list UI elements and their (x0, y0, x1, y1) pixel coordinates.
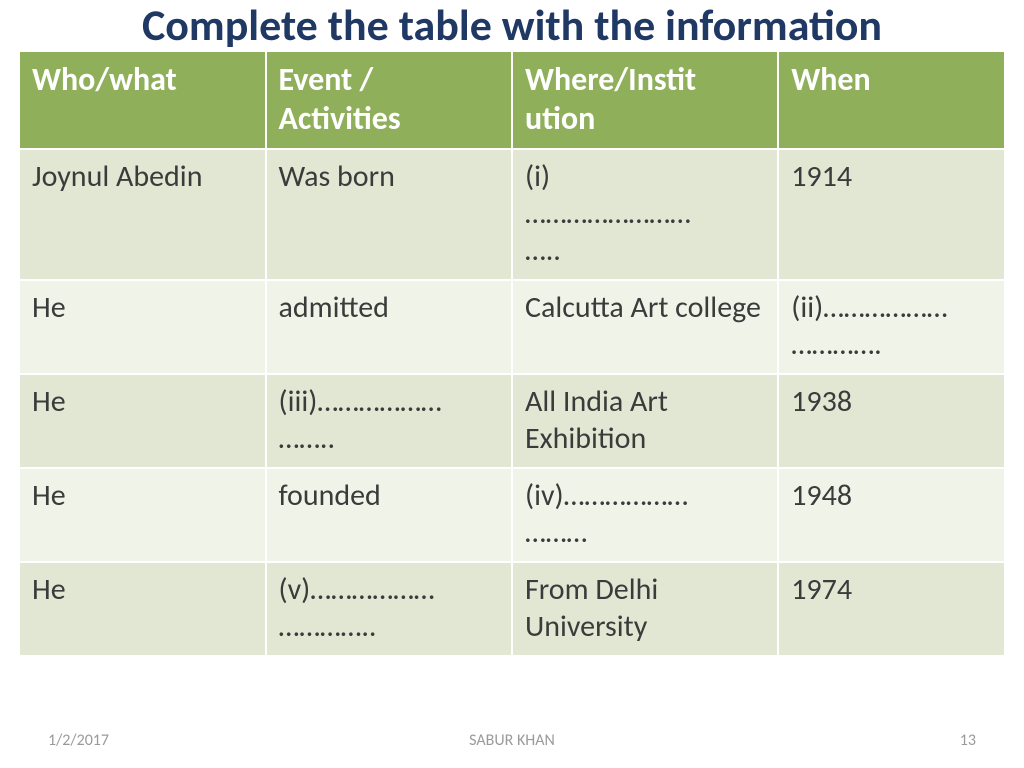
col-when: When (778, 51, 1005, 149)
table-row: He(iii)……………………..All India Art Exhibitio… (19, 374, 1005, 468)
table-row: Hefounded(iv)………………………1948 (19, 468, 1005, 562)
table-cell: 1914 (778, 149, 1005, 280)
table-cell: He (19, 562, 266, 656)
table-row: Joynul AbedinWas born(i)………………………..1914 (19, 149, 1005, 280)
header-row: Who/what Event / Activities Where/Instit… (19, 51, 1005, 149)
col-event: Event / Activities (266, 51, 513, 149)
table-cell: (ii)…………………………. (778, 280, 1005, 374)
table-cell: Calcutta Art college (512, 280, 778, 374)
footer-page: 13 (960, 731, 976, 750)
table-cell: He (19, 280, 266, 374)
table-head: Who/what Event / Activities Where/Instit… (19, 51, 1005, 149)
slide-footer: 1/2/2017 SABUR KHAN 13 (0, 726, 1024, 750)
table-cell: (v)………………………….. (266, 562, 513, 656)
table-row: He(v)…………………………..From Delhi University19… (19, 562, 1005, 656)
table-cell: admitted (266, 280, 513, 374)
col-who: Who/what (19, 51, 266, 149)
info-table: Who/what Event / Activities Where/Instit… (18, 50, 1006, 657)
table-cell: All India Art Exhibition (512, 374, 778, 468)
table-cell: (iii)…………………….. (266, 374, 513, 468)
table-cell: Was born (266, 149, 513, 280)
slide: Complete the table with the information … (0, 0, 1024, 768)
col-where: Where/Instit ution (512, 51, 778, 149)
footer-date: 1/2/2017 (48, 731, 109, 750)
table-cell: 1938 (778, 374, 1005, 468)
slide-title: Complete the table with the information (18, 0, 1006, 48)
table-cell: founded (266, 468, 513, 562)
footer-author: SABUR KHAN (469, 731, 555, 750)
table-cell: Joynul Abedin (19, 149, 266, 280)
table-cell: From Delhi University (512, 562, 778, 656)
table-cell: He (19, 468, 266, 562)
table-cell: 1974 (778, 562, 1005, 656)
table-cell: 1948 (778, 468, 1005, 562)
table-cell: (i)……………………….. (512, 149, 778, 280)
table-cell: He (19, 374, 266, 468)
table-row: HeadmittedCalcutta Art college(ii)………………… (19, 280, 1005, 374)
table-body: Joynul AbedinWas born(i)………………………..1914H… (19, 149, 1005, 656)
table-cell: (iv)……………………… (512, 468, 778, 562)
